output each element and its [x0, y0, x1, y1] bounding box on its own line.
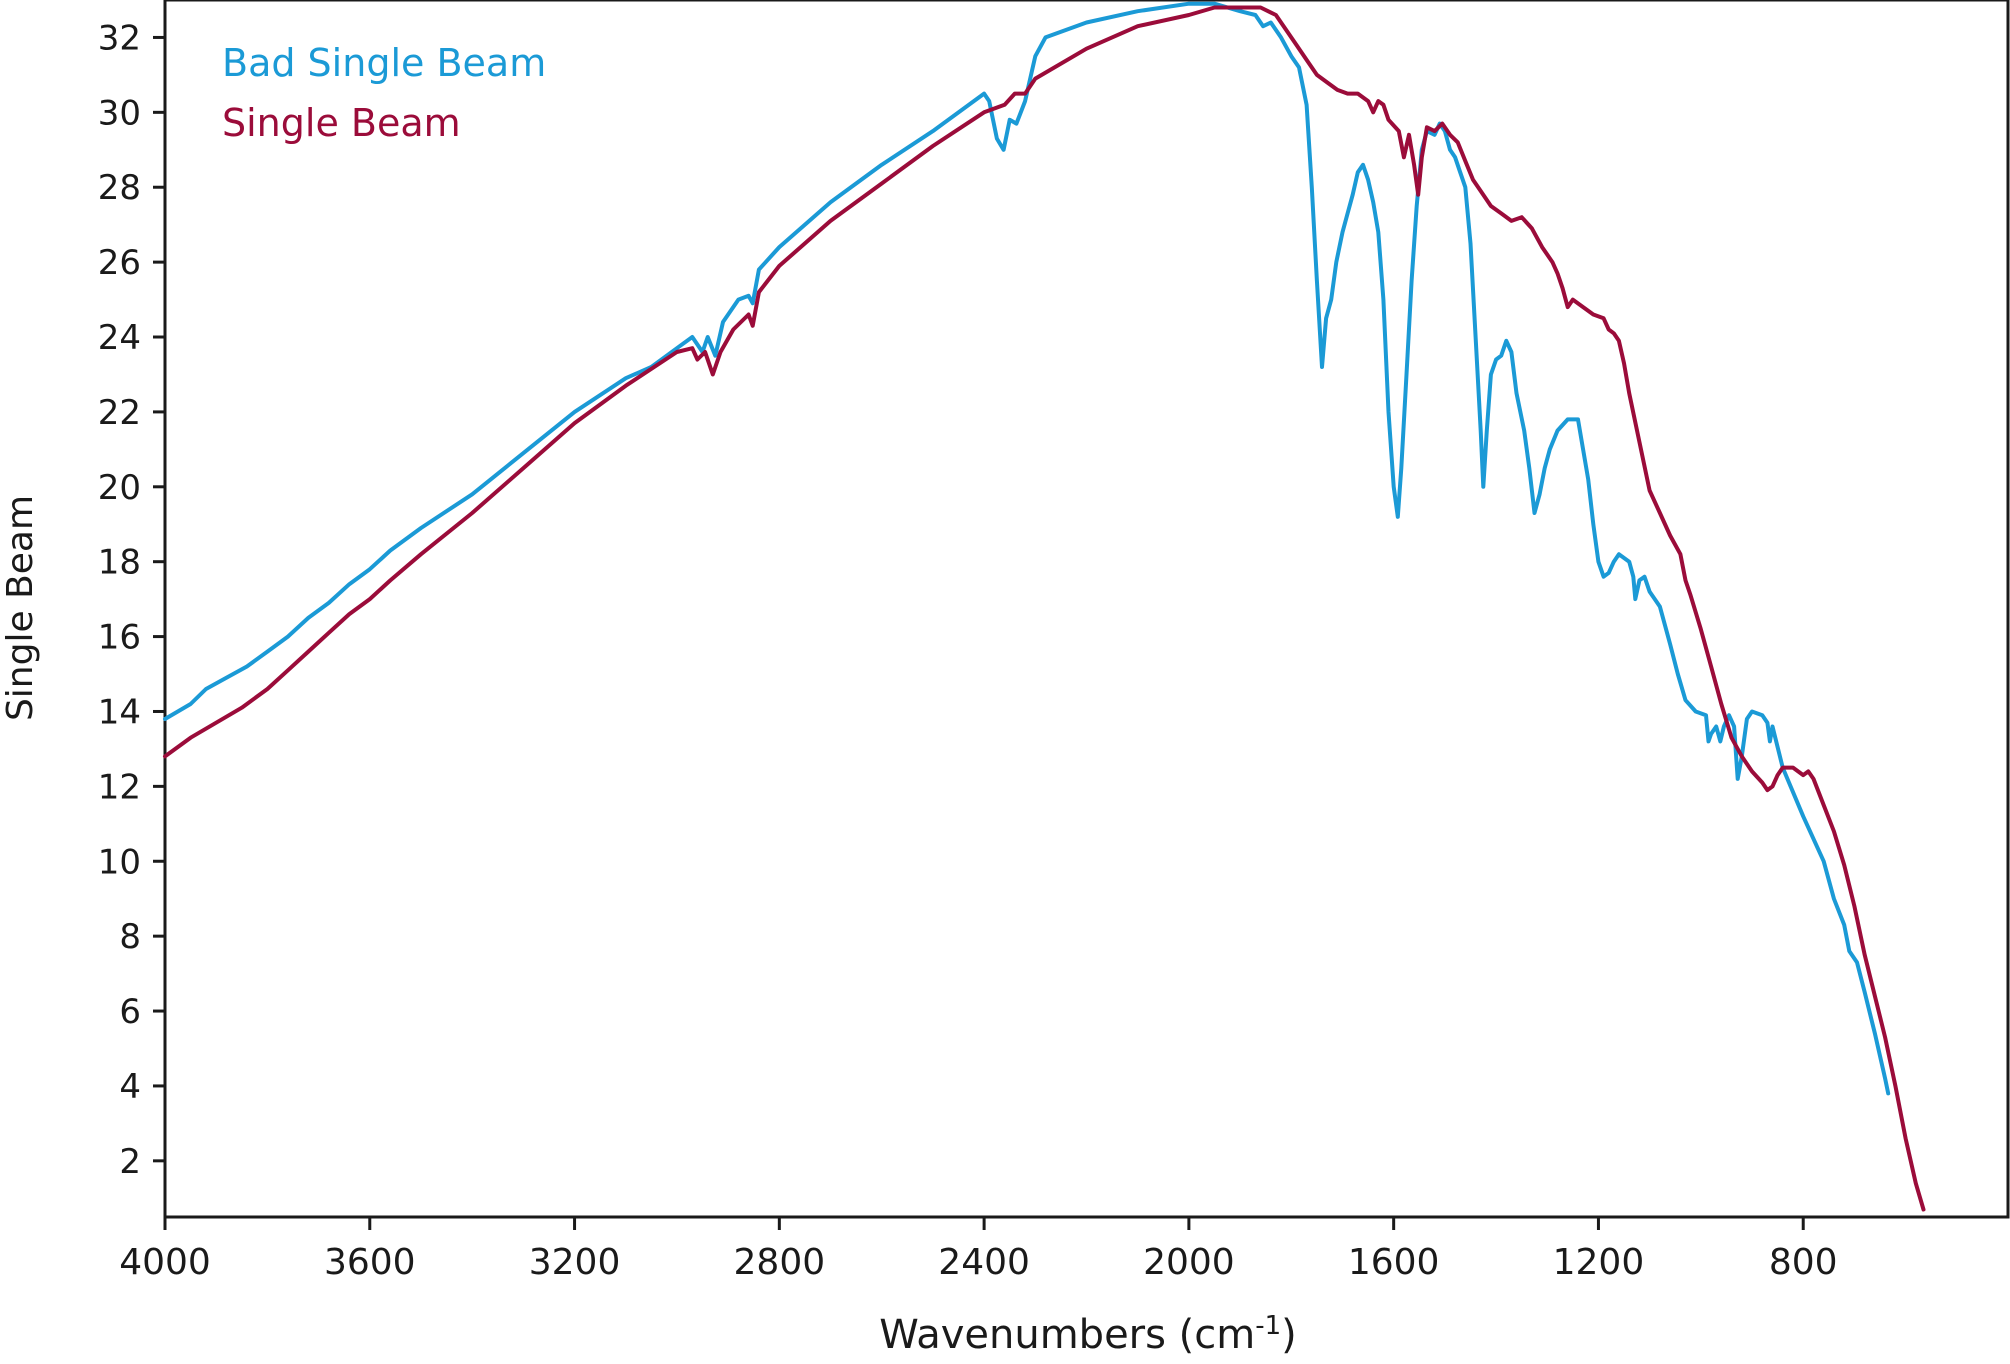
x-tick-label: 1600 [1348, 1242, 1440, 1283]
y-tick-label: 6 [119, 992, 141, 1032]
y-tick-label: 24 [98, 318, 141, 358]
x-tick-label: 3200 [529, 1242, 621, 1283]
x-tick-label: 2000 [1143, 1242, 1235, 1283]
x-tick-label: 3600 [324, 1242, 416, 1283]
y-tick-label: 16 [98, 618, 141, 658]
y-tick-label: 30 [98, 93, 141, 133]
y-tick-label: 2 [119, 1142, 141, 1182]
y-tick-label: 4 [119, 1067, 141, 1107]
plot-area [163, 0, 2010, 1219]
y-axis-label: Single Beam [0, 495, 41, 721]
y-tick-label: 22 [98, 393, 141, 433]
legend-entry-0: Bad Single Beam [222, 41, 546, 85]
x-axis-label: Wavenumbers (cm-1) [879, 1311, 1297, 1358]
legend: Bad Single Beam Single Beam [222, 41, 546, 145]
legend-entry-1: Single Beam [222, 101, 461, 145]
x-tick-label: 2400 [938, 1242, 1030, 1283]
y-tick-label: 8 [119, 917, 141, 957]
x-axis: 4000 3600 3200 2800 2400 2000 1600 1200 800 [119, 1217, 1838, 1283]
x-tick-label: 1200 [1553, 1242, 1645, 1283]
y-tick-label: 26 [98, 243, 141, 283]
x-tick-label: 4000 [119, 1242, 211, 1283]
y-tick-label: 20 [98, 468, 141, 508]
y-tick-label: 18 [98, 543, 141, 583]
y-tick-label: 28 [98, 168, 141, 208]
series-line-1 [163, 5, 1926, 1212]
x-tick-label: 800 [1769, 1242, 1838, 1283]
x-axis-label-superscript: -1 [1255, 1311, 1281, 1341]
x-axis-label-main: Wavenumbers (cm [879, 1312, 1255, 1358]
y-tick-label: 10 [98, 842, 141, 882]
y-tick-label: 32 [98, 18, 141, 58]
y-tick-label: 12 [98, 767, 141, 807]
x-tick-label: 2800 [734, 1242, 826, 1283]
y-tick-label: 14 [98, 692, 141, 732]
x-axis-label-close: ) [1281, 1312, 1297, 1358]
series-group [163, 1, 1926, 1212]
